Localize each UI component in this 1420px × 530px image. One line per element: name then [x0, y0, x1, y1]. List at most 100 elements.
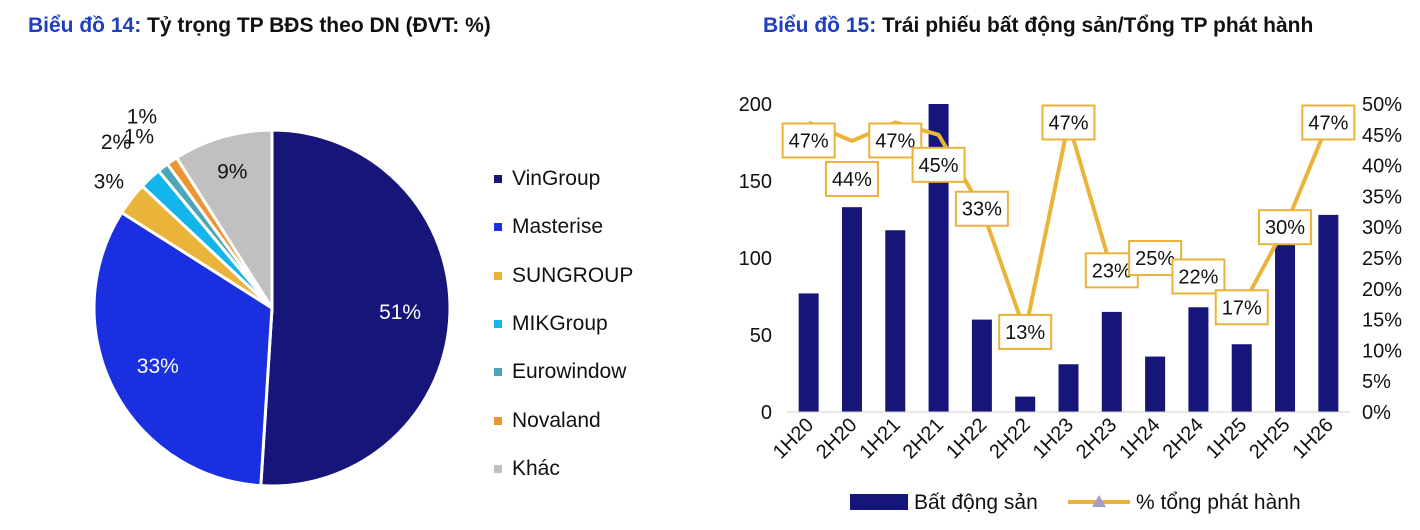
right-axis-tick-5: 5%: [1362, 371, 1391, 393]
legend-label: Masterise: [512, 215, 604, 239]
legend-label-line: % tổng phát hành: [1136, 491, 1301, 514]
legend-item-eurowindow: Eurowindow: [494, 348, 633, 396]
right-axis-tick-40: 40%: [1362, 156, 1402, 178]
legend-item-kh-c: Khác: [494, 445, 633, 493]
bar-1H26: [1318, 214, 1339, 412]
legend-swatch: [494, 271, 502, 280]
left-axis-tick-0: 0: [761, 402, 772, 424]
bar-1H25: [1231, 344, 1252, 412]
legend-swatch-bar: [850, 494, 908, 510]
combo-chart-title: Biểu đồ 15: Trái phiếu bất động sản/Tổng…: [763, 14, 1313, 38]
bar-2H23: [1101, 311, 1122, 412]
x-axis-tick-2H24: 2H24: [1159, 414, 1208, 463]
line-label-box-2H25: [1258, 209, 1313, 246]
legend-label: VinGroup: [512, 167, 601, 191]
x-axis-tick-2H21: 2H21: [899, 414, 948, 463]
x-axis-tick-1H22: 1H22: [942, 414, 991, 463]
legend-label: Novaland: [512, 408, 601, 432]
x-axis-tick-1H21: 1H21: [855, 414, 904, 463]
pie-data-label-eurowindow: 1%: [124, 125, 154, 148]
x-axis-tick-2H22: 2H22: [985, 414, 1034, 463]
legend-marker-triangle: [1092, 495, 1106, 507]
line-label-box-1H25: [1214, 289, 1269, 326]
legend-item-novaland: Novaland: [494, 396, 633, 444]
pie-data-label-masterise: 33%: [137, 355, 179, 378]
x-axis-tick-1H23: 1H23: [1029, 414, 1078, 463]
right-axis-tick-0: 0%: [1362, 402, 1391, 424]
legend-swatch: [494, 416, 502, 425]
right-axis-tick-50: 50%: [1362, 94, 1402, 116]
pie-data-label-sungroup: 3%: [94, 170, 124, 193]
legend-label: SUNGROUP: [512, 263, 634, 287]
line-label-box-1H23: [1041, 104, 1096, 141]
line-data-label-1H26: 47%: [1308, 112, 1348, 134]
bar-2H20: [841, 207, 862, 412]
left-axis-tick-150: 150: [739, 171, 772, 193]
pie-data-label-vingroup: 51%: [379, 301, 421, 324]
pie-data-label-novaland: 1%: [127, 106, 157, 129]
left-axis-tick-100: 100: [739, 248, 772, 270]
line-data-label-1H23: 47%: [1048, 112, 1088, 134]
legend-swatch: [494, 223, 502, 232]
x-axis-tick-2H20: 2H20: [812, 414, 861, 463]
x-axis-tick-1H25: 1H25: [1202, 414, 1251, 463]
line-label-box-2H22: [998, 313, 1053, 350]
line-data-label-2H23: 23%: [1092, 260, 1132, 282]
bar-2H22: [1015, 396, 1036, 412]
bar-1H22: [971, 319, 992, 412]
pie-chart-title: Biểu đồ 14: Tỷ trọng TP BĐS theo DN (ĐVT…: [28, 14, 491, 38]
right-axis-tick-35: 35%: [1362, 186, 1402, 208]
pie-chart-title-prefix: Biểu đồ 14:: [28, 14, 142, 37]
pie-slice-kh-c: [174, 128, 274, 314]
bar-1H20: [798, 293, 819, 412]
left-axis-tick-200: 200: [739, 94, 772, 116]
line-label-box-1H21: [868, 122, 923, 159]
right-axis-tick-10: 10%: [1362, 340, 1402, 362]
left-axis-tick-50: 50: [750, 325, 772, 347]
line-label-box-2H21: [911, 146, 966, 183]
legend-swatch: [494, 175, 502, 184]
bar-1H21: [885, 230, 906, 412]
right-axis-tick-20: 20%: [1362, 279, 1402, 301]
legend-label: MIKGroup: [512, 312, 608, 336]
legend-swatch: [494, 368, 502, 377]
line-label-box-1H24: [1128, 240, 1183, 276]
line-data-label-2H20: 44%: [832, 169, 872, 191]
x-axis-tick-1H26: 1H26: [1289, 414, 1338, 463]
x-axis-tick-2H23: 2H23: [1072, 414, 1121, 463]
combo-chart: 0 50 100 150 200 0% 5% 10% 15% 20% 25% 30% 35% 40% 45%…: [739, 94, 1403, 514]
combo-chart-title-text: Trái phiếu bất động sản/Tổng TP phát hàn…: [882, 14, 1314, 37]
right-axis-tick-25: 25%: [1362, 248, 1402, 270]
legend-label-bar: Bất động sản: [914, 491, 1038, 514]
right-axis-tick-45: 45%: [1362, 125, 1402, 147]
legend-label: Eurowindow: [512, 360, 627, 384]
right-axis-tick-30: 30%: [1362, 217, 1402, 239]
line-data-label-1H20: 47%: [789, 130, 829, 152]
legend-item-mikgroup: MIKGroup: [494, 300, 633, 348]
line-label-box-1H22: [954, 190, 1009, 227]
x-axis-tick-2H25: 2H25: [1245, 414, 1294, 463]
line-data-label-1H24: 25%: [1135, 248, 1175, 270]
bar-2H24: [1188, 307, 1209, 412]
legend-label: Khác: [512, 456, 560, 480]
legend-item-vingroup: VinGroup: [494, 155, 633, 203]
line-data-label-2H25: 30%: [1265, 217, 1305, 239]
line-label-box-1H26: [1301, 104, 1356, 141]
bar-1H23: [1058, 364, 1079, 412]
line-data-label-2H21: 45%: [919, 155, 959, 177]
legend-item-masterise: Masterise: [494, 203, 633, 251]
combo-chart-title-prefix: Biểu đồ 15:: [763, 14, 877, 37]
line-data-label-2H22: 13%: [1005, 322, 1045, 344]
line-data-label-1H22: 33%: [962, 199, 1002, 221]
line-label-box-1H20: [781, 122, 836, 159]
pie-legend: VinGroup Masterise SUNGROUP MIKGroup Eurowin…: [494, 155, 633, 493]
bar-1H24: [1145, 356, 1166, 412]
legend-swatch: [494, 464, 502, 473]
pie-chart-title-text: Tỷ trọng TP BĐS theo DN (ĐVT: %): [147, 14, 491, 37]
line-data-label-2H24: 22%: [1178, 266, 1218, 288]
line-data-label-1H21: 47%: [875, 130, 915, 152]
line-label-box-2H20: [824, 160, 879, 197]
legend-item-sungroup: SUNGROUP: [494, 252, 633, 300]
pie-chart: 51% 33% 3% 2%1%1% 9%: [92, 106, 452, 488]
bar-2H25: [1275, 242, 1296, 412]
